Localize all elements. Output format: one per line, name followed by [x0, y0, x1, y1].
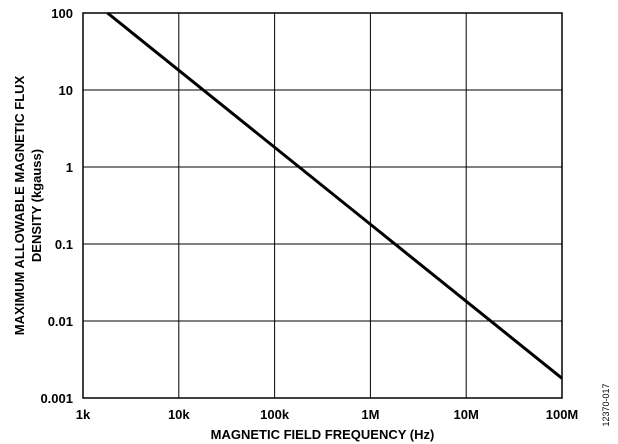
y-tick-label: 100 [51, 6, 73, 21]
x-axis-label: MAGNETIC FIELD FREQUENCY (Hz) [211, 427, 435, 442]
grid [82, 12, 563, 399]
x-tick-label: 100k [260, 407, 290, 422]
y-axis-label: MAXIMUM ALLOWABLE MAGNETIC FLUX DENSITY … [12, 75, 44, 335]
y-axis-label-line-1: MAXIMUM ALLOWABLE MAGNETIC FLUX [12, 75, 27, 335]
plot-frame [82, 12, 563, 399]
y-tick-label: 0.1 [55, 237, 73, 252]
y-axis-label-line-2: DENSITY (kgauss) [29, 149, 44, 262]
flux-density-line [106, 11, 563, 380]
y-tick-labels: 100 10 1 0.1 0.01 0.001 [40, 6, 73, 406]
x-tick-labels: 1k 10k 100k 1M 10M 100M [76, 407, 579, 422]
x-tick-label: 1k [76, 407, 91, 422]
x-tick-label: 10M [454, 407, 479, 422]
y-tick-label: 10 [59, 83, 73, 98]
x-tick-label: 100M [546, 407, 579, 422]
x-tick-label: 1M [361, 407, 379, 422]
y-tick-label: 1 [66, 160, 73, 175]
y-tick-label: 0.001 [40, 391, 73, 406]
y-tick-label: 0.01 [48, 314, 73, 329]
x-tick-label: 10k [168, 407, 190, 422]
figure-id: 12370-017 [601, 383, 611, 426]
